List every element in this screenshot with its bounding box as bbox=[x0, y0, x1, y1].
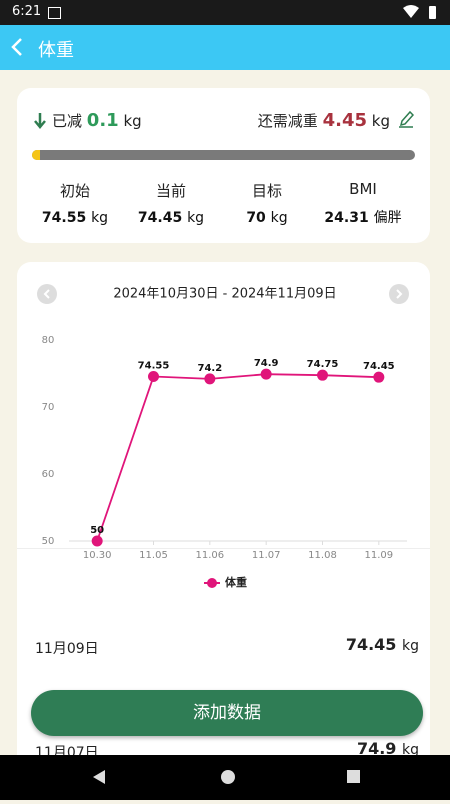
stat: BMI 24.31 偏胖 bbox=[313, 180, 413, 227]
stat-unit: kg bbox=[270, 210, 288, 226]
add-button[interactable]: 添加数据 bbox=[31, 690, 423, 736]
point bbox=[260, 368, 272, 380]
x-tick-label: 10.30 bbox=[83, 550, 112, 561]
record-value: 74.9 kg bbox=[357, 739, 419, 758]
stat-number: 24.31 bbox=[324, 210, 369, 226]
app-bar: 体重 bbox=[0, 25, 450, 70]
remaining-value: 4.45 bbox=[322, 110, 367, 131]
stat: 目标 70 kg bbox=[217, 180, 317, 226]
data-label: 74.45 bbox=[363, 361, 395, 372]
point bbox=[148, 371, 159, 383]
stat-value: 74.55 kg bbox=[25, 210, 125, 226]
remaining-unit: kg bbox=[371, 112, 390, 130]
remaining-label: 还需减重 bbox=[257, 112, 318, 130]
down-arrow bbox=[34, 113, 46, 129]
data-label: 74.9 bbox=[254, 358, 279, 369]
back-button[interactable] bbox=[10, 37, 26, 57]
page-title: 体重 bbox=[38, 40, 74, 61]
summary-card: 已减 0.1 kg 还需减重 4.45 kg 初始 74.55 kg 当前 74.45… bbox=[17, 88, 430, 243]
status-icon bbox=[48, 7, 61, 19]
x-tick-label: 11.08 bbox=[308, 550, 337, 561]
record-number: 74.45 bbox=[345, 635, 397, 654]
status-time: 6:21 bbox=[12, 4, 42, 19]
lost-value: 0.1 bbox=[86, 110, 119, 131]
stat-value: 70 kg bbox=[217, 210, 317, 226]
data-label: 50 bbox=[90, 525, 104, 536]
legend-label: 体重 bbox=[225, 575, 247, 589]
remaining: 还需减重 4.45 kg bbox=[258, 110, 390, 131]
data-label: 74.2 bbox=[197, 363, 222, 374]
line bbox=[96, 373, 379, 542]
record-row: 11月09日 74.45 kg bbox=[35, 635, 419, 658]
lost-label: 已减 bbox=[52, 112, 83, 130]
status-bar: 6:21 bbox=[0, 0, 450, 25]
point bbox=[91, 535, 103, 547]
chart: 2024年10月30日 - 2024年11月09日 50 60 70 80 10.30 1… bbox=[42, 287, 407, 589]
stat-label: 目标 bbox=[251, 182, 282, 200]
x-tick-label: 11.09 bbox=[365, 550, 394, 561]
data-label: 74.75 bbox=[307, 359, 339, 370]
stat-number: 74.55 bbox=[41, 210, 87, 226]
x-tick-label: 11.06 bbox=[196, 550, 225, 561]
record-number: 74.9 bbox=[356, 739, 397, 758]
prev-button[interactable] bbox=[37, 284, 57, 304]
status-icons bbox=[403, 5, 436, 19]
record-date: 11月09日 bbox=[35, 641, 99, 657]
lost: 已减 0.1 kg bbox=[52, 110, 142, 131]
legend-marker bbox=[207, 578, 217, 588]
stat: 当前 74.45 kg bbox=[121, 180, 221, 226]
stat-unit: kg bbox=[187, 210, 205, 226]
progress-fill bbox=[32, 150, 40, 160]
stat: 初始 74.55 kg bbox=[25, 180, 125, 226]
chart-title: 2024年10月30日 - 2024年11月09日 bbox=[113, 287, 336, 302]
lost-unit: kg bbox=[123, 112, 142, 130]
stat-number: 70 bbox=[246, 210, 266, 226]
next-button[interactable] bbox=[389, 284, 409, 304]
data-label: 74.55 bbox=[138, 361, 170, 372]
record-value: 74.45 kg bbox=[346, 635, 419, 654]
y-tick-label: 80 bbox=[42, 335, 55, 346]
edit-button[interactable] bbox=[398, 110, 414, 128]
divider bbox=[17, 548, 430, 549]
stat-unit: 偏胖 bbox=[373, 210, 402, 226]
stat-value: 74.45 kg bbox=[121, 210, 221, 226]
nav-icons bbox=[93, 770, 360, 784]
x-tick-label: 11.05 bbox=[139, 550, 168, 561]
stat-value: 24.31 偏胖 bbox=[313, 207, 413, 227]
stat-label: 初始 bbox=[59, 182, 90, 200]
y-tick-label: 50 bbox=[42, 536, 55, 547]
record-unit: kg bbox=[402, 742, 419, 758]
point bbox=[204, 373, 216, 385]
stat-unit: kg bbox=[91, 210, 109, 226]
record-unit: kg bbox=[402, 638, 419, 654]
stat-label: BMI bbox=[349, 180, 377, 198]
point bbox=[317, 369, 328, 381]
x-tick-label: 11.07 bbox=[252, 550, 281, 561]
point bbox=[373, 371, 385, 383]
progress-bar bbox=[32, 150, 415, 160]
y-tick-label: 70 bbox=[42, 402, 55, 413]
stat-number: 74.45 bbox=[137, 210, 183, 226]
nav-bar bbox=[0, 755, 450, 800]
y-tick-label: 60 bbox=[42, 469, 55, 480]
stat-label: 当前 bbox=[155, 182, 186, 200]
